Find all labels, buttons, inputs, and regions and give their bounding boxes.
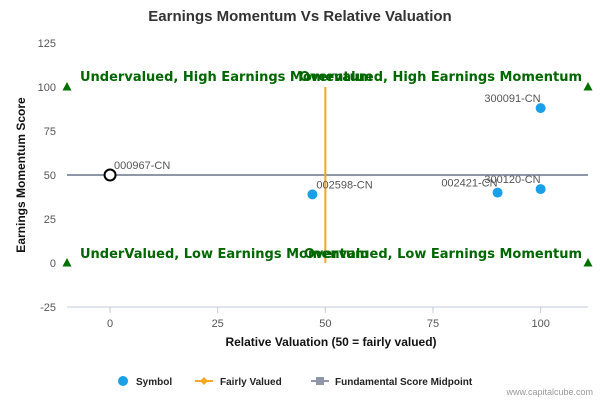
legend-symbol-label: Symbol	[136, 377, 172, 388]
x-tick-label: 0	[107, 318, 113, 330]
legend-fairly-valued-label: Fairly Valued	[220, 377, 282, 388]
y-tick-label: 100	[38, 82, 56, 94]
y-tick-label: 75	[44, 126, 56, 138]
data-point-label: 000967-CN	[114, 160, 170, 172]
x-tick-label: 100	[531, 318, 549, 330]
x-tick-label: 50	[319, 318, 331, 330]
data-point[interactable]	[307, 189, 318, 200]
corner-marker	[62, 258, 72, 267]
credit-text: www.capitalcube.com	[505, 387, 593, 397]
y-tick-label: 50	[44, 170, 56, 182]
y-tick-label: -25	[40, 302, 56, 314]
legend: Symbol Fairly Valued Fundamental Score M…	[118, 376, 473, 388]
x-tick-label: 75	[427, 318, 439, 330]
legend-item-symbol[interactable]: Symbol	[118, 376, 172, 388]
data-point[interactable]	[492, 187, 503, 198]
legend-item-fairly-valued[interactable]: Fairly Valued	[195, 377, 282, 388]
corner-markers	[62, 82, 593, 267]
x-axis-title: Relative Valuation (50 = fairly valued)	[225, 335, 436, 349]
quadrant-top-right: Overvalued, High Earnings Momentum	[299, 70, 582, 85]
legend-item-midpoint[interactable]: Fundamental Score Midpoint	[311, 377, 473, 388]
legend-midpoint-label: Fundamental Score Midpoint	[335, 377, 473, 388]
y-axis-ticks: 125 100 75 50 25 0 -25	[38, 38, 56, 314]
legend-symbol-marker	[118, 376, 128, 386]
y-axis-title: Earnings Momentum Score	[14, 97, 28, 253]
corner-marker	[583, 258, 593, 267]
x-tick-label: 25	[212, 318, 224, 330]
x-axis-ticks: 0 25 50 75 100	[107, 307, 550, 330]
data-point-label: 002421-CN	[441, 178, 497, 190]
legend-fairly-valued-marker	[200, 377, 208, 385]
y-tick-label: 0	[50, 258, 56, 270]
quadrant-labels: Undervalued, High Earnings Momentum Over…	[80, 70, 582, 262]
data-point[interactable]	[103, 168, 117, 182]
quadrant-bottom-right: Overvalued, Low Earnings Momentum	[304, 247, 582, 262]
chart-title: Earnings Momentum Vs Relative Valuation	[148, 8, 451, 25]
corner-marker	[583, 82, 593, 91]
y-tick-label: 125	[38, 38, 56, 50]
data-point[interactable]	[535, 103, 546, 114]
data-point-label: 300091-CN	[484, 93, 540, 105]
data-point-label: 002598-CN	[316, 179, 372, 191]
quadrant-bottom-left: UnderValued, Low Earnings Momentum	[80, 247, 369, 262]
quadrant-top-left: Undervalued, High Earnings Momentum	[80, 70, 372, 85]
y-tick-label: 25	[44, 214, 56, 226]
corner-marker	[62, 82, 72, 91]
reference-lines	[67, 87, 588, 263]
data-point[interactable]	[535, 184, 546, 195]
data-point-label: 300120-CN	[484, 174, 540, 186]
legend-midpoint-marker	[316, 377, 324, 385]
